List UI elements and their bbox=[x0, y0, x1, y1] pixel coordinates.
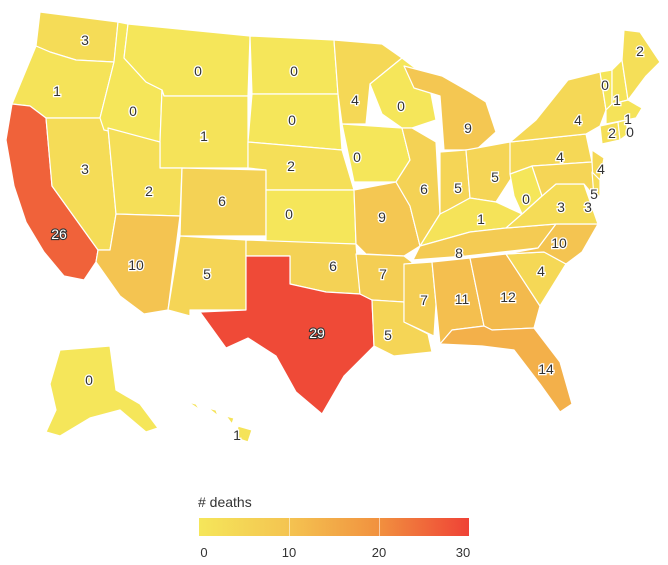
state-oh[interactable] bbox=[465, 141, 515, 203]
state-value-mn: 4 bbox=[351, 92, 359, 108]
state-value-nv: 3 bbox=[81, 161, 89, 177]
state-value-wy: 1 bbox=[200, 128, 208, 144]
state-ak[interactable] bbox=[45, 345, 159, 437]
state-value-ks: 0 bbox=[285, 206, 293, 222]
state-md[interactable] bbox=[531, 161, 595, 197]
state-value-al: 11 bbox=[455, 291, 470, 307]
legend-color-scale bbox=[199, 518, 469, 536]
legend-tick-30: 30 bbox=[455, 545, 471, 560]
legend-tick-0: 0 bbox=[200, 545, 208, 560]
legend-title: # deaths bbox=[198, 494, 252, 510]
state-value-wv: 0 bbox=[522, 191, 530, 207]
state-value-nd: 0 bbox=[290, 63, 298, 79]
state-hi[interactable] bbox=[187, 401, 253, 443]
state-value-de: 3 bbox=[584, 199, 592, 215]
state-value-sc: 4 bbox=[537, 263, 545, 279]
state-value-la: 5 bbox=[384, 327, 392, 343]
state-me[interactable] bbox=[621, 29, 661, 101]
state-value-pa: 4 bbox=[556, 149, 564, 165]
state-value-me: 2 bbox=[636, 43, 644, 59]
legend-tick-line-20 bbox=[379, 518, 380, 536]
state-value-nh: 1 bbox=[613, 92, 621, 108]
legend-tick-10: 10 bbox=[281, 545, 297, 560]
state-value-mt: 0 bbox=[194, 63, 202, 79]
state-value-wa: 3 bbox=[81, 32, 89, 48]
state-value-ct: 2 bbox=[608, 125, 616, 141]
state-value-oh: 5 bbox=[491, 169, 499, 185]
state-fl[interactable] bbox=[439, 325, 573, 413]
state-value-ar: 7 bbox=[379, 266, 387, 282]
state-value-ky: 1 bbox=[477, 211, 485, 227]
state-value-in: 5 bbox=[454, 180, 462, 196]
state-value-az: 10 bbox=[128, 257, 144, 273]
state-value-mo: 9 bbox=[378, 209, 386, 225]
state-value-ak: 0 bbox=[85, 372, 93, 388]
state-value-ga: 12 bbox=[500, 289, 516, 305]
state-value-wi: 0 bbox=[397, 98, 405, 114]
state-ma[interactable] bbox=[605, 99, 643, 125]
state-value-ne: 2 bbox=[287, 158, 295, 174]
state-value-fl: 14 bbox=[538, 361, 554, 377]
state-tx[interactable] bbox=[199, 255, 375, 415]
state-value-nm: 5 bbox=[203, 266, 211, 282]
legend-tick-20: 20 bbox=[371, 545, 387, 560]
state-value-mi: 9 bbox=[464, 120, 472, 136]
state-value-or: 1 bbox=[53, 83, 61, 99]
state-ks[interactable] bbox=[265, 189, 357, 245]
state-value-ri: 0 bbox=[626, 124, 634, 140]
state-value-hi: 1 bbox=[233, 427, 241, 443]
state-value-tn: 8 bbox=[455, 245, 463, 261]
state-value-il: 6 bbox=[420, 181, 428, 197]
state-value-sd: 0 bbox=[288, 112, 296, 128]
state-value-tx: 29 bbox=[309, 325, 325, 341]
state-value-co: 6 bbox=[218, 193, 226, 209]
state-mi[interactable] bbox=[403, 65, 497, 151]
state-value-ms: 7 bbox=[420, 292, 428, 308]
state-value-id: 0 bbox=[129, 103, 137, 119]
state-ri[interactable] bbox=[617, 119, 629, 141]
state-value-ma: 1 bbox=[624, 111, 632, 127]
state-value-ok: 6 bbox=[329, 258, 337, 274]
state-az[interactable] bbox=[95, 213, 181, 315]
state-value-ia: 0 bbox=[353, 149, 361, 165]
state-ny[interactable] bbox=[509, 71, 607, 143]
state-value-ut: 2 bbox=[145, 183, 153, 199]
state-mn[interactable] bbox=[333, 39, 403, 125]
state-value-nj: 4 bbox=[597, 161, 605, 177]
state-value-va: 3 bbox=[557, 199, 565, 215]
state-value-md: 5 bbox=[590, 186, 598, 202]
state-value-vt: 0 bbox=[601, 77, 609, 93]
state-value-nc: 10 bbox=[551, 235, 567, 251]
legend-tick-line-10 bbox=[289, 518, 290, 536]
state-de[interactable] bbox=[591, 171, 601, 197]
state-value-ny: 4 bbox=[574, 112, 582, 128]
state-value-ca: 26 bbox=[51, 226, 67, 242]
